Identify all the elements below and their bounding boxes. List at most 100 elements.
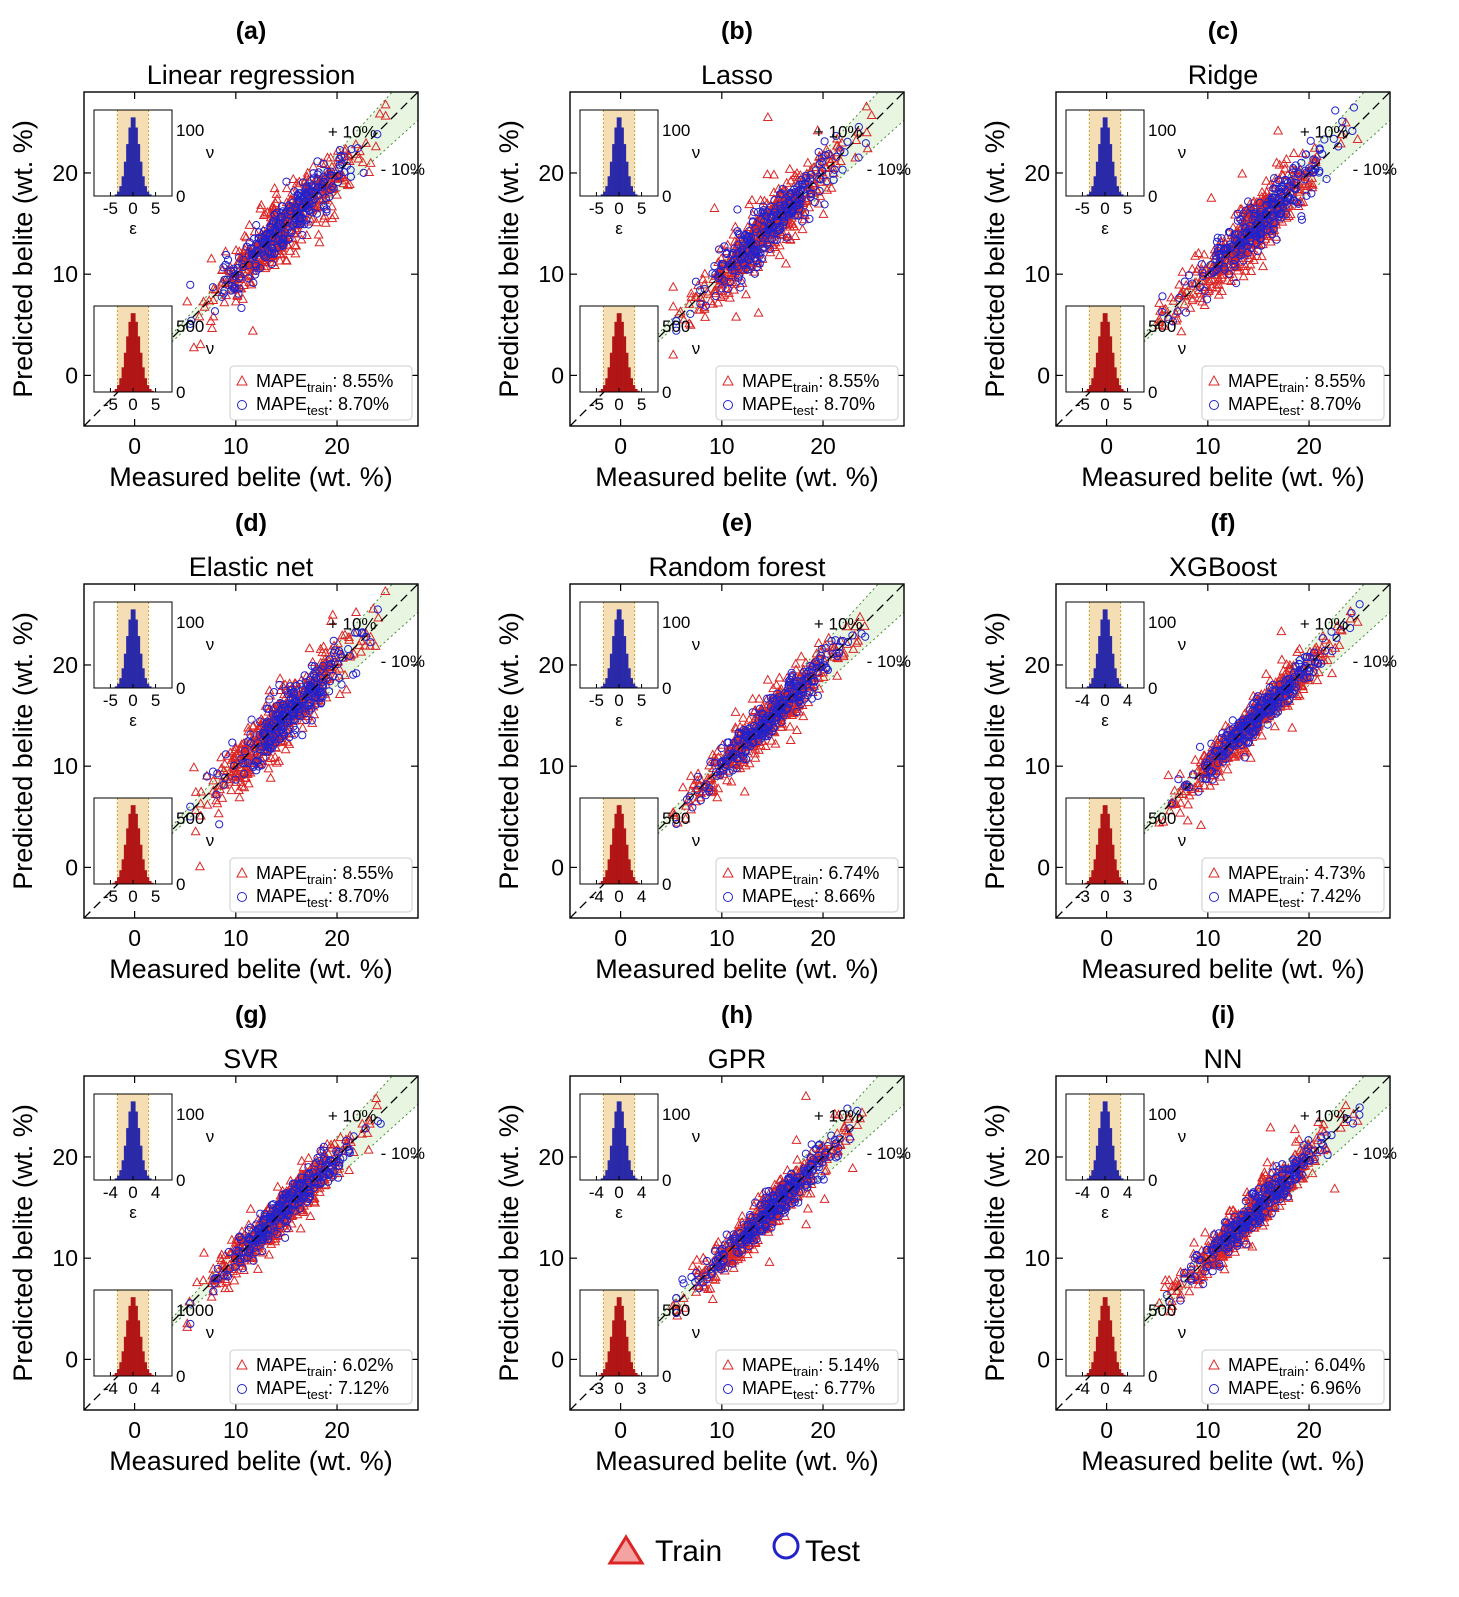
train-point [212,798,223,808]
train-point [190,786,201,796]
train-point [339,629,350,639]
histogram-bar [137,828,141,884]
test-point [1329,134,1338,144]
histogram-bar [1102,117,1106,196]
test-point [186,280,195,289]
test-point [767,234,777,244]
histogram-bar [114,686,118,688]
mape-legend-box [229,365,413,421]
test-point [1266,227,1275,236]
test-point [1224,269,1234,278]
train-point [297,722,308,732]
train-point [678,314,689,324]
test-point [315,667,324,676]
test-point [219,263,228,272]
test-point [817,644,826,654]
inset-y-label: ν [206,635,215,654]
test-point [810,198,819,207]
histogram-bar [1107,321,1110,392]
test-point [1220,265,1229,274]
histogram-bar [148,880,152,884]
test-point [289,722,298,731]
histogram-bar [139,653,143,688]
test-point [711,291,720,301]
plot-frame [83,91,419,427]
train-point [691,796,702,806]
mape-test-text: MAPEtest: 8.66% [742,886,875,910]
inset-y-tick-label: 0 [662,383,671,402]
inset-x-label: ε [129,711,137,730]
train-point [1200,768,1211,778]
histogram-bar [600,880,604,884]
histogram-bar [612,828,615,884]
plot-frame [83,583,419,919]
test-point [307,704,316,713]
series-test [1158,103,1359,326]
train-point [719,263,730,273]
test-point [733,205,742,214]
test-point [753,207,763,217]
train-point [249,226,260,236]
train-point [685,770,697,780]
test-point [328,182,337,191]
test-point [325,665,335,674]
test-point [330,648,339,658]
test-point [717,274,727,283]
mape-train-text: MAPEtrain: 8.55% [1228,371,1365,395]
train-point [685,785,697,795]
train-point [802,157,813,167]
test-point [798,217,807,226]
test-point [770,696,779,705]
train-point [768,169,779,179]
train-point [1243,252,1254,263]
mape-train-name: MAPE [742,371,793,391]
test-point [1297,212,1306,221]
train-point [307,656,318,666]
train-point [1195,819,1207,829]
test-point [718,259,728,269]
histogram-bar [632,385,636,392]
test-point [688,803,697,812]
mape-legend: MAPEtrain: 8.55%MAPEtest: 8.70% [715,365,899,421]
train-point [220,246,231,256]
histogram-bar [616,805,620,884]
test-point [186,812,195,821]
histogram-bar [144,678,147,688]
histogram-bar [621,321,624,392]
test-point [241,758,250,767]
train-point [285,245,296,255]
train-point [370,640,381,650]
test-point [219,780,228,789]
test-point [237,303,246,313]
test-point [778,221,788,231]
test-point [1180,277,1189,286]
test-point [208,767,218,776]
mape-test-value: 8.70% [824,394,875,414]
mape-train-text: MAPEtrain: 8.55% [742,371,879,395]
test-point [280,209,289,219]
histogram-bar [609,161,613,196]
histogram-bar [146,385,150,392]
test-point [772,227,781,236]
test-point [282,177,291,186]
inset-x-label: ε [615,711,623,730]
histogram-bar [142,367,145,392]
train-point [730,706,741,716]
histogram-bar [121,176,125,196]
test-point [366,638,375,647]
train-point [380,99,391,109]
histogram-bar [130,805,134,884]
test-point [672,326,681,335]
test-point [782,233,791,242]
train-point [1193,764,1204,774]
test-point [296,704,305,713]
histogram-bar [623,336,627,392]
test-point [1208,775,1217,784]
test-point [1164,314,1173,324]
histogram-bar [133,609,136,688]
train-point [286,187,298,197]
train-point [1204,780,1216,790]
train-point [327,609,338,619]
train-point [234,792,245,802]
